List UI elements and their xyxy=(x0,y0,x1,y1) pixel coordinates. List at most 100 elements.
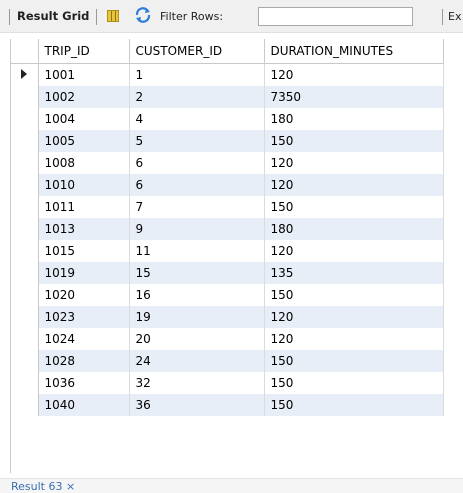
cell-customer-id[interactable]: 19 xyxy=(129,306,265,328)
cell-customer-id[interactable]: 15 xyxy=(129,262,265,284)
cell-duration-minutes[interactable]: 180 xyxy=(264,218,444,240)
cell-duration-minutes[interactable]: 135 xyxy=(264,262,444,284)
table-row[interactable]: 1028 24 150 xyxy=(11,350,444,372)
cell-trip-id[interactable]: 1028 xyxy=(38,350,130,372)
row-selector[interactable] xyxy=(11,86,39,108)
cell-customer-id[interactable]: 9 xyxy=(129,218,265,240)
cell-duration-minutes[interactable]: 120 xyxy=(264,328,444,350)
toolbar-separator xyxy=(96,9,97,25)
table-row[interactable]: 1010 6 120 xyxy=(11,174,444,196)
result-tab[interactable]: Result 63 × xyxy=(11,480,76,493)
row-selector[interactable] xyxy=(11,372,39,394)
cell-trip-id[interactable]: 1040 xyxy=(38,394,130,416)
row-selector[interactable] xyxy=(11,328,39,350)
table-row[interactable]: 1024 20 120 xyxy=(11,328,444,350)
table-row[interactable]: 1036 32 150 xyxy=(11,372,444,394)
result-grid[interactable]: TRIP_ID CUSTOMER_ID DURATION_MINUTES 100… xyxy=(10,39,463,473)
row-pointer-icon xyxy=(21,69,28,79)
cell-customer-id[interactable]: 32 xyxy=(129,372,265,394)
row-selector[interactable] xyxy=(11,63,39,86)
row-selector[interactable] xyxy=(11,240,39,262)
table-row[interactable]: 1040 36 150 xyxy=(11,394,444,416)
row-selector[interactable] xyxy=(11,306,39,328)
row-selector[interactable] xyxy=(11,174,39,196)
table-row[interactable]: 1001 1 120 xyxy=(11,63,444,86)
row-selector[interactable] xyxy=(11,108,39,130)
cell-customer-id[interactable]: 2 xyxy=(129,86,265,108)
cell-duration-minutes[interactable]: 7350 xyxy=(264,86,444,108)
cell-trip-id[interactable]: 1020 xyxy=(38,284,130,306)
cell-trip-id[interactable]: 1002 xyxy=(38,86,130,108)
filter-rows-input[interactable] xyxy=(258,7,413,26)
cell-customer-id[interactable]: 6 xyxy=(129,174,265,196)
table-row[interactable]: 1011 7 150 xyxy=(11,196,444,218)
row-selector-header[interactable] xyxy=(11,39,39,64)
cell-duration-minutes[interactable]: 120 xyxy=(264,63,444,86)
result-toolbar: Result Grid Filter Rows: Ex xyxy=(0,0,463,33)
cell-customer-id[interactable]: 24 xyxy=(129,350,265,372)
table-row[interactable]: 1005 5 150 xyxy=(11,130,444,152)
cell-customer-id[interactable]: 7 xyxy=(129,196,265,218)
cell-duration-minutes[interactable]: 150 xyxy=(264,350,444,372)
toolbar-separator xyxy=(9,9,10,25)
row-selector[interactable] xyxy=(11,130,39,152)
cell-customer-id[interactable]: 16 xyxy=(129,284,265,306)
cell-duration-minutes[interactable]: 150 xyxy=(264,394,444,416)
cell-customer-id[interactable]: 36 xyxy=(129,394,265,416)
column-header-trip-id[interactable]: TRIP_ID xyxy=(38,39,130,64)
cell-trip-id[interactable]: 1024 xyxy=(38,328,130,350)
column-header-duration-minutes[interactable]: DURATION_MINUTES xyxy=(264,39,444,64)
table-row[interactable]: 1008 6 120 xyxy=(11,152,444,174)
table-row[interactable]: 1019 15 135 xyxy=(11,262,444,284)
cell-trip-id[interactable]: 1013 xyxy=(38,218,130,240)
result-grid-tab[interactable]: Result Grid xyxy=(17,9,90,23)
cell-trip-id[interactable]: 1010 xyxy=(38,174,130,196)
column-header-customer-id[interactable]: CUSTOMER_ID xyxy=(129,39,265,64)
cell-duration-minutes[interactable]: 120 xyxy=(264,174,444,196)
cell-trip-id[interactable]: 1001 xyxy=(38,63,130,86)
cell-trip-id[interactable]: 1004 xyxy=(38,108,130,130)
result-table: TRIP_ID CUSTOMER_ID DURATION_MINUTES 100… xyxy=(11,39,444,416)
table-row[interactable]: 1002 2 7350 xyxy=(11,86,444,108)
cell-duration-minutes[interactable]: 180 xyxy=(264,108,444,130)
cell-customer-id[interactable]: 20 xyxy=(129,328,265,350)
grid-layout-icon[interactable] xyxy=(107,10,119,22)
table-row[interactable]: 1020 16 150 xyxy=(11,284,444,306)
cell-trip-id[interactable]: 1019 xyxy=(38,262,130,284)
row-selector[interactable] xyxy=(11,196,39,218)
cell-trip-id[interactable]: 1011 xyxy=(38,196,130,218)
cell-customer-id[interactable]: 4 xyxy=(129,108,265,130)
cell-customer-id[interactable]: 5 xyxy=(129,130,265,152)
table-row[interactable]: 1013 9 180 xyxy=(11,218,444,240)
toolbar-separator xyxy=(442,9,443,25)
row-selector[interactable] xyxy=(11,284,39,306)
cell-customer-id[interactable]: 1 xyxy=(129,63,265,86)
export-button[interactable]: Ex xyxy=(448,10,462,23)
cell-duration-minutes[interactable]: 120 xyxy=(264,306,444,328)
cell-duration-minutes[interactable]: 120 xyxy=(264,152,444,174)
cell-customer-id[interactable]: 6 xyxy=(129,152,265,174)
filter-rows-label: Filter Rows: xyxy=(160,10,224,23)
cell-trip-id[interactable]: 1008 xyxy=(38,152,130,174)
table-row[interactable]: 1023 19 120 xyxy=(11,306,444,328)
header-row: TRIP_ID CUSTOMER_ID DURATION_MINUTES xyxy=(11,39,444,64)
row-selector[interactable] xyxy=(11,152,39,174)
cell-duration-minutes[interactable]: 150 xyxy=(264,372,444,394)
cell-trip-id[interactable]: 1023 xyxy=(38,306,130,328)
cell-customer-id[interactable]: 11 xyxy=(129,240,265,262)
cell-duration-minutes[interactable]: 150 xyxy=(264,130,444,152)
cell-trip-id[interactable]: 1015 xyxy=(38,240,130,262)
row-selector[interactable] xyxy=(11,394,39,416)
row-selector[interactable] xyxy=(11,262,39,284)
table-row[interactable]: 1004 4 180 xyxy=(11,108,444,130)
refresh-icon[interactable] xyxy=(134,6,152,24)
table-row[interactable]: 1015 11 120 xyxy=(11,240,444,262)
cell-duration-minutes[interactable]: 150 xyxy=(264,196,444,218)
row-selector[interactable] xyxy=(11,218,39,240)
cell-duration-minutes[interactable]: 120 xyxy=(264,240,444,262)
row-selector[interactable] xyxy=(11,350,39,372)
result-tab-bar: Result 63 × xyxy=(0,478,463,493)
cell-trip-id[interactable]: 1005 xyxy=(38,130,130,152)
cell-trip-id[interactable]: 1036 xyxy=(38,372,130,394)
cell-duration-minutes[interactable]: 150 xyxy=(264,284,444,306)
